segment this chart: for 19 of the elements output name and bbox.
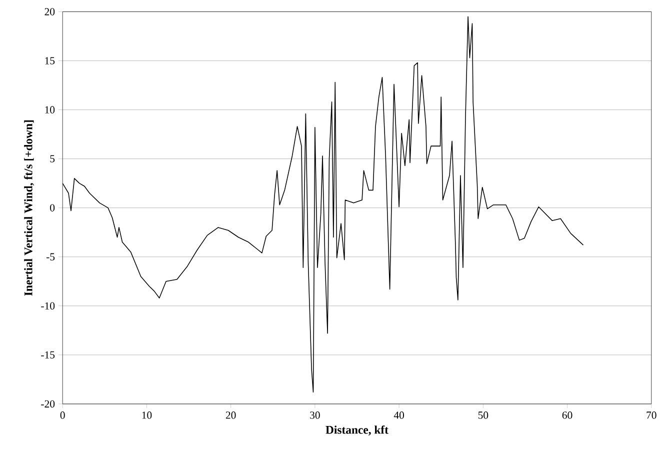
y-tick-label: -10 [41,302,55,310]
x-tick-label: 40 [394,412,404,419]
y-tick-label: 15 [45,57,55,65]
x-tick-label: 0 [60,412,65,419]
y-tick-label: 20 [44,8,55,16]
x-tick-label: 20 [226,412,236,419]
x-tick-label: 10 [142,412,152,419]
x-tick-label: 30 [310,412,320,419]
x-axis-title: Distance, kft [326,426,388,436]
y-tick-label: -20 [41,400,55,408]
y-tick-label: -15 [41,351,55,359]
y-tick-label: 5 [50,155,55,163]
y-tick-label: -5 [46,253,55,261]
x-tick-label: 70 [646,412,656,419]
x-tick-label: 50 [478,412,488,419]
y-axis-title: Inertial Vertical Wind, ft/s [+down] [24,120,34,296]
y-tick-label: 0 [50,204,55,212]
y-tick-label: 10 [45,106,55,114]
x-tick-label: 60 [562,412,572,419]
